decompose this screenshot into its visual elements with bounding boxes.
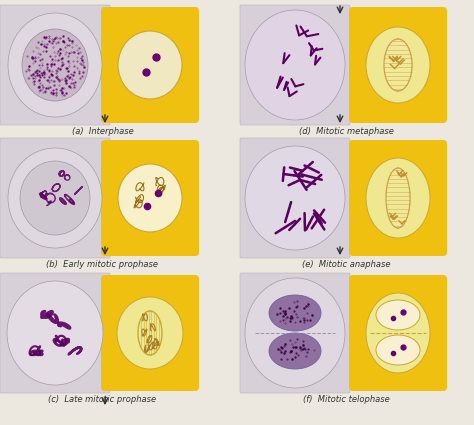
Text: (b)  Early mitotic prophase: (b) Early mitotic prophase xyxy=(46,260,158,269)
Text: (a)  Interphase: (a) Interphase xyxy=(72,127,133,136)
Ellipse shape xyxy=(118,164,182,232)
Ellipse shape xyxy=(366,27,430,103)
FancyBboxPatch shape xyxy=(240,273,350,393)
FancyBboxPatch shape xyxy=(240,5,350,125)
Polygon shape xyxy=(384,39,412,91)
Ellipse shape xyxy=(376,300,420,330)
FancyBboxPatch shape xyxy=(349,7,447,123)
Ellipse shape xyxy=(20,161,90,235)
Ellipse shape xyxy=(366,158,430,238)
FancyBboxPatch shape xyxy=(0,5,110,125)
Text: (d)  Mitotic metaphase: (d) Mitotic metaphase xyxy=(299,127,394,136)
FancyBboxPatch shape xyxy=(101,7,199,123)
Ellipse shape xyxy=(8,13,102,117)
FancyBboxPatch shape xyxy=(0,273,110,393)
Ellipse shape xyxy=(117,297,183,369)
Text: (f)  Mitotic telophase: (f) Mitotic telophase xyxy=(303,395,390,404)
Ellipse shape xyxy=(7,281,103,385)
Ellipse shape xyxy=(269,295,321,331)
Ellipse shape xyxy=(245,146,345,250)
FancyBboxPatch shape xyxy=(101,275,199,391)
FancyBboxPatch shape xyxy=(0,138,110,258)
Ellipse shape xyxy=(118,31,182,99)
Ellipse shape xyxy=(269,333,321,369)
Ellipse shape xyxy=(366,293,430,373)
Polygon shape xyxy=(386,168,410,228)
Ellipse shape xyxy=(8,148,102,248)
FancyBboxPatch shape xyxy=(101,140,199,256)
Ellipse shape xyxy=(245,10,345,120)
FancyBboxPatch shape xyxy=(349,275,447,391)
FancyBboxPatch shape xyxy=(349,140,447,256)
Text: (e)  Mitotic anaphase: (e) Mitotic anaphase xyxy=(302,260,391,269)
Text: (c)  Late mitotic prophase: (c) Late mitotic prophase xyxy=(48,395,156,404)
Ellipse shape xyxy=(22,29,88,101)
FancyBboxPatch shape xyxy=(240,138,350,258)
Ellipse shape xyxy=(245,278,345,388)
Ellipse shape xyxy=(376,335,420,365)
